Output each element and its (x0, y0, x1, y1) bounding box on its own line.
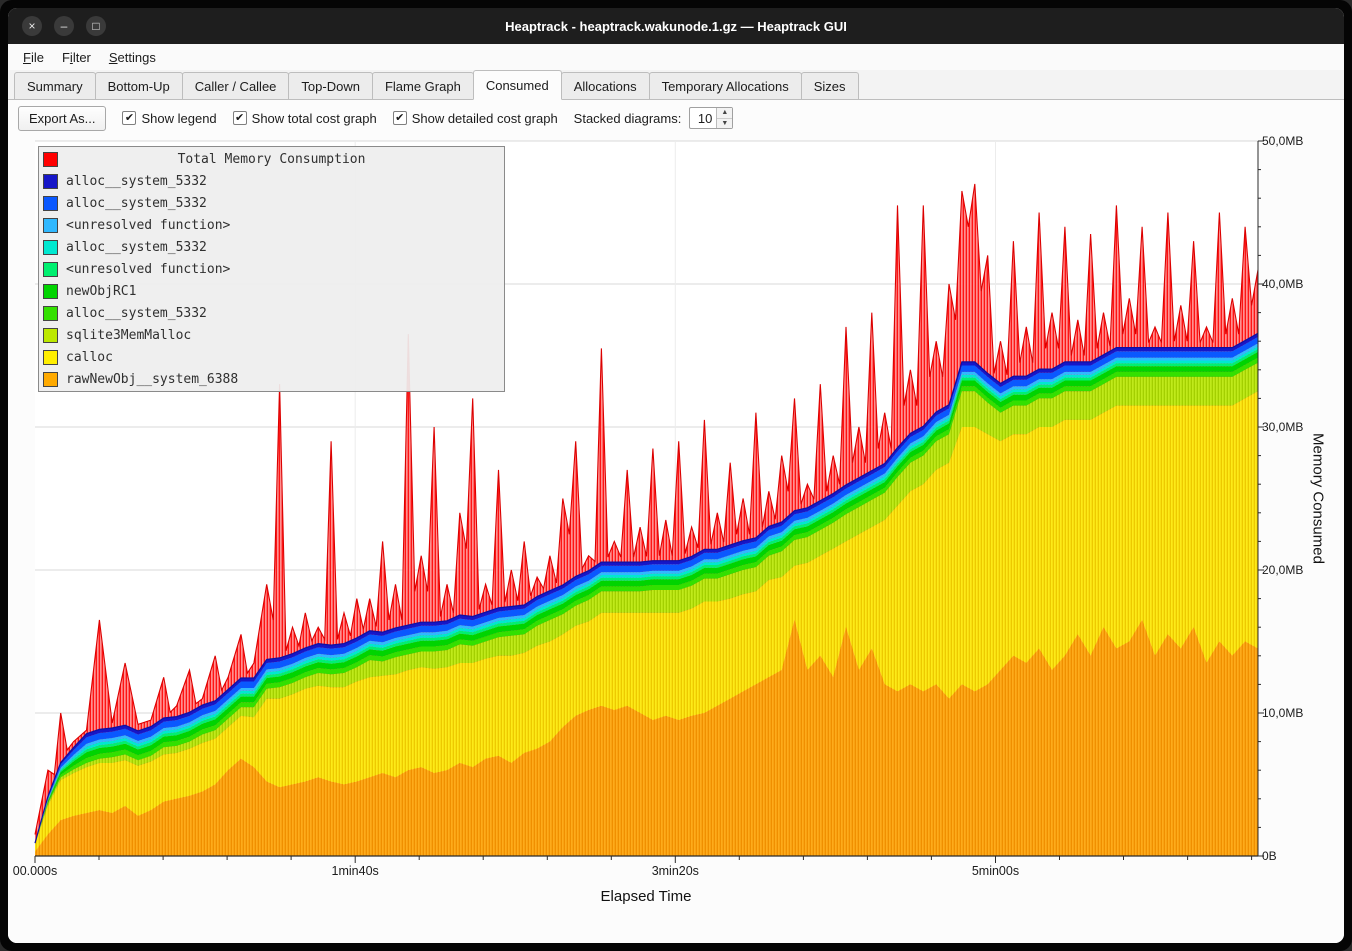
legend-row: newObjRC1 (39, 280, 504, 302)
legend-swatch (43, 217, 58, 233)
stacked-diagrams-label: Stacked diagrams: (573, 110, 682, 126)
legend-swatch (43, 349, 58, 365)
checkbox-label: Show detailed cost graph (411, 110, 558, 126)
legend-row: alloc__system_5332 (39, 302, 504, 324)
legend-label: Total Memory Consumption (177, 151, 366, 167)
legend-swatch (43, 173, 58, 189)
checkbox-label: Show legend (141, 110, 217, 126)
x-tick-label: 5min00s (971, 864, 1020, 878)
tab-caller-callee[interactable]: Caller / Callee (181, 72, 290, 99)
legend-swatch (43, 151, 58, 167)
stacked-diagrams-spinbox[interactable]: 10 ▲ ▼ (689, 107, 734, 129)
legend-swatch (43, 283, 58, 299)
legend-swatch (43, 305, 58, 321)
checkbox-show-detailed-cost-graph[interactable]: ✔ Show detailed cost graph (392, 110, 558, 126)
checkbox-box: ✔ (392, 111, 407, 125)
maximize-button[interactable]: □ (86, 16, 106, 36)
checkbox-box: ✔ (232, 111, 247, 125)
checkbox-show-total-cost-graph[interactable]: ✔ Show total cost graph (232, 110, 377, 126)
minimize-button[interactable]: – (54, 16, 74, 36)
y-tick-label: 40,0MB (1262, 277, 1304, 291)
tab-sizes[interactable]: Sizes (800, 72, 859, 99)
legend-row: calloc (39, 346, 504, 368)
y-tick-label: 0B (1262, 849, 1277, 863)
spin-up-button[interactable]: ▲ (717, 108, 733, 119)
checkbox-box: ✔ (122, 111, 137, 125)
legend-swatch (43, 195, 58, 211)
tab-consumed[interactable]: Consumed (472, 70, 562, 100)
spinner-buttons: ▲ ▼ (716, 108, 733, 128)
legend-swatch (43, 327, 58, 343)
legend-label: sqlite3MemMalloc (66, 327, 192, 343)
legend-label: newObjRC1 (66, 283, 137, 299)
legend-swatch (43, 371, 58, 387)
window-inner: × – □ Heaptrack - heaptrack.wakunode.1.gz … (8, 8, 1344, 943)
export-as-button[interactable]: Export As... (18, 105, 107, 131)
legend-row: alloc__system_5332 (39, 192, 504, 214)
checkbox-label: Show total cost graph (251, 110, 377, 126)
window-title: Heaptrack - heaptrack.wakunode.1.gz — He… (505, 18, 847, 34)
legend-label: alloc__system_5332 (66, 195, 207, 211)
legend-swatch (43, 261, 58, 277)
legend-swatch (43, 239, 58, 255)
legend-row: alloc__system_5332 (39, 170, 504, 192)
titlebar: × – □ Heaptrack - heaptrack.wakunode.1.gz … (8, 8, 1344, 44)
chart-legend: Total Memory Consumption alloc__system_53… (38, 146, 505, 392)
tab-flame-graph[interactable]: Flame Graph (371, 72, 474, 99)
checkbox-show-legend[interactable]: ✔ Show legend (122, 110, 217, 126)
memory-chart[interactable] (34, 140, 1264, 863)
legend-row: sqlite3MemMalloc (39, 324, 504, 346)
tab-summary[interactable]: Summary (14, 72, 96, 99)
legend-row: <unresolved function> (39, 258, 504, 280)
legend-label: <unresolved function> (66, 261, 231, 277)
x-axis-title: Elapsed Time (600, 888, 692, 905)
tab-bottom-up[interactable]: Bottom-Up (94, 72, 183, 99)
tab-temporary-allocations[interactable]: Temporary Allocations (648, 72, 802, 99)
tabbar: Summary Bottom-Up Caller / Callee Top-Down F… (8, 70, 1344, 100)
legend-row: alloc__system_5332 (39, 236, 504, 258)
legend-label: <unresolved function> (66, 217, 231, 233)
checkbox-group: ✔ Show legend ✔ Show total cost graph ✔ Show … (122, 110, 558, 126)
y-axis-title: Memory Consumed (1309, 433, 1327, 564)
legend-title-row: Total Memory Consumption (39, 148, 504, 170)
y-tick-label: 50,0MB (1262, 134, 1304, 148)
y-tick-label: 20,0MB (1262, 563, 1304, 577)
spin-down-button[interactable]: ▼ (717, 118, 733, 128)
chart-area: Total Memory Consumption alloc__system_53… (8, 134, 1344, 943)
tab-allocations[interactable]: Allocations (560, 72, 650, 99)
x-tick-label: 3min20s (651, 864, 699, 878)
legend-row: <unresolved function> (39, 214, 504, 236)
legend-label: alloc__system_5332 (66, 239, 207, 255)
legend-label: alloc__system_5332 (66, 173, 207, 189)
x-tick-label: 00.000s (12, 864, 58, 878)
close-button[interactable]: × (22, 16, 42, 36)
legend-row: rawNewObj__system_6388 (39, 368, 504, 390)
legend-label: calloc (66, 349, 113, 365)
legend-label: rawNewObj__system_6388 (66, 371, 239, 387)
y-tick-label: 10,0MB (1262, 706, 1304, 720)
window-buttons: × – □ (22, 16, 106, 36)
stacked-diagrams-value: 10 (697, 110, 713, 126)
toolbar: Export As... ✔ Show legend ✔ Show total cos… (8, 100, 1344, 136)
y-tick-label: 30,0MB (1262, 420, 1304, 434)
legend-label: alloc__system_5332 (66, 305, 207, 321)
x-tick-label: 1min40s (331, 864, 379, 878)
tab-top-down[interactable]: Top-Down (288, 72, 373, 99)
